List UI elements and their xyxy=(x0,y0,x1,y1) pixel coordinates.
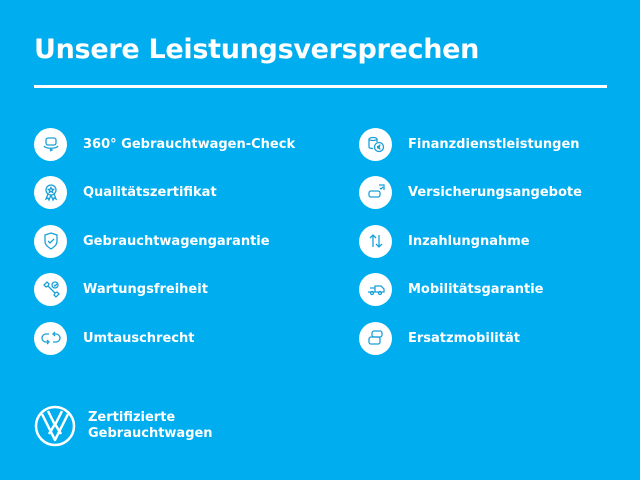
wrench-check-icon xyxy=(34,272,67,306)
list-item-finance: Finanzdienstleistungen xyxy=(359,127,580,161)
page-title: Unsere Leistungsversprechen xyxy=(34,34,480,65)
item-label: Versicherungsangebote xyxy=(408,184,582,200)
item-label: Qualitätszertifikat xyxy=(83,184,217,200)
list-item-check: 360° Gebrauchtwagen-Check xyxy=(34,127,295,161)
arrows-up-down-icon xyxy=(359,224,392,258)
item-label: Finanzdienstleistungen xyxy=(408,136,580,152)
list-item-maintenance: Wartungsfreiheit xyxy=(34,272,208,306)
item-label: Mobilitätsgarantie xyxy=(408,281,544,297)
shield-check-icon xyxy=(34,224,67,258)
award-icon xyxy=(34,175,67,209)
exchange-icon xyxy=(34,321,67,355)
item-label: Inzahlungnahme xyxy=(408,233,530,249)
divider xyxy=(34,85,607,88)
brand-line-1: Zertifizierte xyxy=(88,410,176,425)
brand-text: Zertifizierte Gebrauchtwagen xyxy=(88,410,213,442)
list-item-warranty: Gebrauchtwagengarantie xyxy=(34,224,270,258)
tow-truck-icon xyxy=(359,272,392,306)
item-label: 360° Gebrauchtwagen-Check xyxy=(83,136,296,152)
list-item-tradein: Inzahlungnahme xyxy=(359,224,530,258)
list-item-replacement: Ersatzmobilität xyxy=(359,321,520,355)
item-label: Umtauschrecht xyxy=(83,330,195,346)
list-item-mobility: Mobilitätsgarantie xyxy=(359,272,543,306)
item-label: Ersatzmobilität xyxy=(408,330,520,346)
list-item-exchange: Umtauschrecht xyxy=(34,321,194,355)
brand-line-2: Gebrauchtwagen xyxy=(88,426,213,441)
car-360-icon xyxy=(34,127,67,161)
cars-icon xyxy=(359,321,392,355)
car-insurance-icon xyxy=(359,175,392,209)
euro-coins-icon xyxy=(359,127,392,161)
list-item-insurance: Versicherungsangebote xyxy=(359,175,582,209)
item-label: Wartungsfreiheit xyxy=(83,281,208,297)
list-item-certificate: Qualitätszertifikat xyxy=(34,175,217,209)
item-label: Gebrauchtwagengarantie xyxy=(83,233,270,249)
vw-logo xyxy=(34,405,76,447)
